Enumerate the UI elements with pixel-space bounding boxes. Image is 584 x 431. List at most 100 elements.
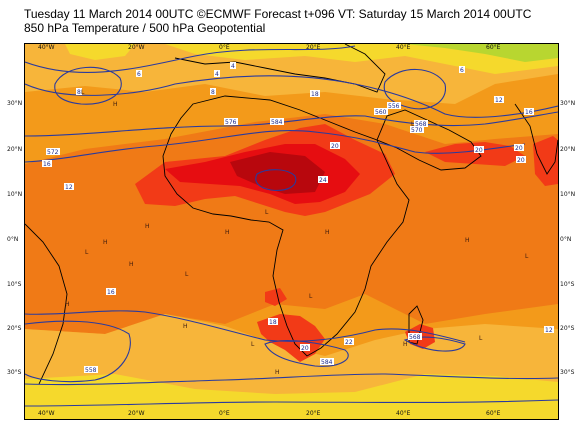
longitude-label: 40°W bbox=[38, 44, 55, 51]
contour-label: 560 bbox=[375, 109, 387, 116]
temperature-area-red-kalahari bbox=[265, 288, 287, 306]
contour-label: 18 bbox=[269, 319, 277, 326]
geopotential-low-east bbox=[383, 68, 446, 110]
coastline-africa bbox=[162, 95, 410, 357]
contour-label-bg bbox=[320, 358, 334, 365]
geopotential-loop-south-central bbox=[264, 340, 349, 367]
high-marker: H bbox=[465, 237, 470, 244]
high-marker: H bbox=[403, 341, 408, 348]
coastline-europe bbox=[174, 44, 386, 93]
latitude-label: 0°N bbox=[560, 236, 572, 243]
geopotential-loop-madagascar bbox=[403, 336, 466, 352]
temperature-area-red-india bbox=[533, 136, 558, 186]
contour-label: 4 bbox=[231, 63, 235, 70]
contour-label: 22 bbox=[345, 339, 353, 346]
contour-label-bg bbox=[76, 88, 82, 95]
latitude-label: 20°N bbox=[560, 146, 576, 153]
contour-label-bg bbox=[300, 344, 310, 351]
contour-label-bg bbox=[270, 118, 284, 125]
latitude-label: 30°S bbox=[560, 369, 575, 376]
contour-label: 568 bbox=[415, 121, 427, 128]
high-marker: H bbox=[103, 239, 108, 246]
contour-label-bg bbox=[224, 118, 238, 125]
geopotential-line-560 bbox=[25, 75, 558, 118]
geopotential-line-584 bbox=[25, 129, 526, 163]
contour-label-bg bbox=[318, 176, 328, 183]
latitude-label: 20°S bbox=[560, 325, 575, 332]
contour-label-bg bbox=[210, 88, 216, 95]
contour-label: 16 bbox=[107, 289, 115, 296]
contour-label-bg bbox=[84, 366, 98, 373]
contour-label: 568 bbox=[409, 334, 421, 341]
high-marker: H bbox=[65, 301, 70, 308]
latitude-label: 30°N bbox=[560, 100, 576, 107]
longitude-label: 20°W bbox=[128, 410, 145, 417]
temperature-patch-lime-west bbox=[65, 44, 135, 60]
longitude-label: 20°E bbox=[306, 44, 321, 51]
contour-label: 576 bbox=[225, 119, 237, 126]
contour-label: 6 bbox=[460, 67, 464, 74]
contour-label-bg bbox=[330, 142, 340, 149]
latitude-label: 20°S bbox=[7, 325, 22, 332]
contour-label-bg bbox=[214, 70, 220, 77]
geopotential-line-south-560 bbox=[25, 399, 558, 407]
contour-label-bg bbox=[387, 102, 401, 109]
contour-label: 16 bbox=[43, 161, 51, 168]
high-marker: H bbox=[113, 101, 118, 108]
contour-label-bg bbox=[344, 338, 354, 345]
high-marker: H bbox=[275, 369, 280, 376]
high-marker: H bbox=[129, 261, 134, 268]
contour-label: 558 bbox=[85, 367, 97, 374]
temperature-area-hottest-sahel bbox=[230, 152, 325, 194]
contour-label-bg bbox=[230, 62, 236, 69]
latitude-label: 10°N bbox=[560, 191, 576, 198]
high-marker: H bbox=[225, 229, 230, 236]
contour-label-bg bbox=[494, 96, 504, 103]
contour-label-bg bbox=[410, 126, 424, 133]
temperature-band-lime-north bbox=[405, 44, 558, 62]
latitude-label: 10°S bbox=[560, 281, 575, 288]
latitude-label: 10°S bbox=[7, 281, 22, 288]
longitude-label: 60°E bbox=[486, 410, 501, 417]
longitude-label: 0°E bbox=[219, 410, 230, 417]
contour-label: 20 bbox=[475, 147, 483, 154]
contour-label-bg bbox=[268, 318, 278, 325]
latitude-label: 30°S bbox=[7, 369, 22, 376]
map-title: Tuesday 11 March 2014 00UTC ©ECMWF Forec… bbox=[24, 7, 532, 21]
temperature-band-yellow-south bbox=[25, 374, 558, 419]
low-marker: L bbox=[525, 253, 529, 260]
latitude-label: 30°N bbox=[7, 100, 23, 107]
low-marker: L bbox=[85, 249, 89, 256]
longitude-label: 40°E bbox=[396, 410, 411, 417]
geopotential-line-556 bbox=[25, 45, 356, 74]
geopotential-contours bbox=[25, 45, 558, 407]
contour-label: 18 bbox=[311, 91, 319, 98]
geopotential-line-south-568 bbox=[25, 373, 558, 386]
contour-label: 584 bbox=[271, 119, 283, 126]
map-subtitle: 850 hPa Temperature / 500 hPa Geopotenti… bbox=[24, 21, 266, 35]
contour-label-bg bbox=[516, 156, 526, 163]
geopotential-low-west bbox=[54, 66, 122, 105]
contour-label-bg bbox=[136, 70, 142, 77]
contour-label-bg bbox=[106, 288, 116, 295]
low-marker: L bbox=[265, 209, 269, 216]
contour-label: 20 bbox=[331, 143, 339, 150]
contour-label: 556 bbox=[388, 103, 400, 110]
contour-label: 8 bbox=[211, 89, 215, 96]
coastline-india bbox=[514, 103, 558, 175]
contour-label-bg bbox=[459, 66, 465, 73]
contour-label-bg bbox=[64, 183, 74, 190]
contour-label-bg bbox=[46, 148, 60, 155]
contour-label-bg bbox=[42, 160, 52, 167]
contour-label-bg bbox=[374, 108, 388, 115]
contour-label-bg bbox=[408, 333, 422, 340]
temperature-field bbox=[25, 44, 558, 419]
latitude-label: 0°N bbox=[7, 236, 19, 243]
latitude-label: 10°N bbox=[7, 191, 23, 198]
geopotential-line-south-576 bbox=[25, 310, 466, 343]
contour-label: 4 bbox=[215, 71, 219, 78]
longitude-label: 60°E bbox=[486, 44, 501, 51]
geopotential-loop-sahel bbox=[255, 169, 297, 191]
longitude-label: 0°E bbox=[219, 44, 230, 51]
